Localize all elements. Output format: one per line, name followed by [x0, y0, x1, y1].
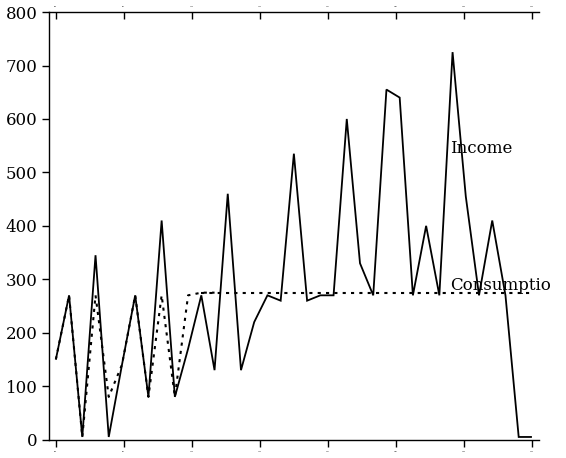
Text: Consumptio: Consumptio: [451, 277, 551, 294]
Text: Income: Income: [451, 141, 513, 158]
